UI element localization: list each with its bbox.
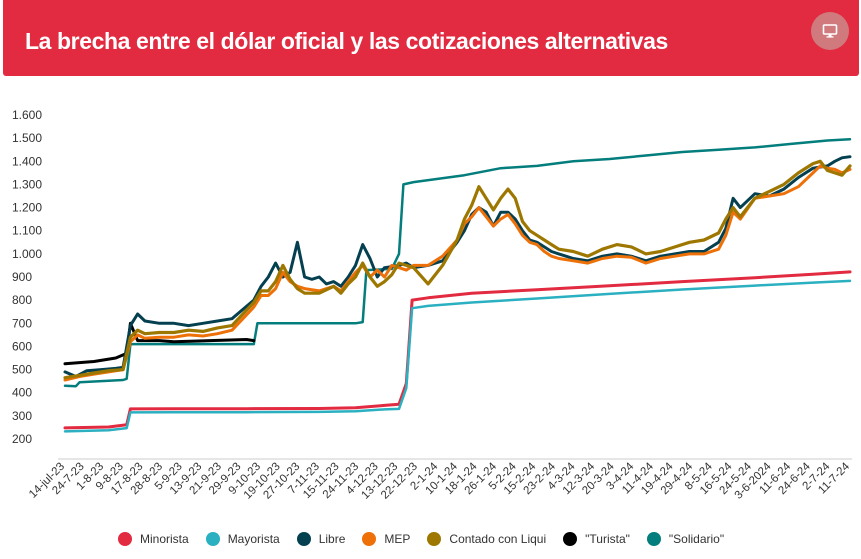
y-tick-label: 1.200 (12, 201, 42, 215)
y-tick-label: 500 (12, 363, 32, 377)
y-tick-label: 1.400 (12, 154, 42, 168)
series-line-contado-con-liqui (63, 159, 852, 380)
legend-item[interactable]: Mayorista (205, 532, 280, 546)
legend-swatch (362, 532, 377, 546)
chart-header: La brecha entre el dólar oficial y las c… (3, 0, 859, 76)
fullscreen-button[interactable] (811, 12, 849, 50)
monitor-icon (822, 24, 838, 38)
y-tick-label: 800 (12, 293, 32, 307)
legend-item[interactable]: "Solidario" (646, 532, 725, 546)
y-tick-label: 1.300 (12, 177, 42, 191)
legend-swatch (296, 532, 311, 546)
legend-label: Mayorista (227, 532, 280, 546)
y-tick-label: 1.000 (12, 247, 42, 261)
legend-label: Minorista (140, 532, 189, 546)
y-tick-label: 700 (12, 316, 32, 330)
legend-item[interactable]: Libre (296, 532, 346, 546)
series-line-turista (63, 321, 256, 366)
y-tick-label: 300 (12, 409, 32, 423)
chart-legend: Minorista Mayorista Libre MEP Contado con Li… (118, 527, 741, 551)
legend-swatch (118, 532, 132, 546)
y-tick-label: 1.500 (12, 131, 42, 145)
legend-item[interactable]: Minorista (118, 532, 189, 546)
legend-item[interactable]: "Turista" (563, 532, 630, 546)
legend-label: Libre (318, 532, 346, 546)
legend-swatch (205, 532, 220, 546)
y-tick-label: 600 (12, 339, 32, 353)
series-line-solidario (63, 138, 852, 388)
series-line-minorista (63, 270, 852, 430)
legend-label: "Solidario" (668, 532, 725, 546)
legend-swatch (427, 532, 442, 546)
legend-item[interactable]: MEP (362, 532, 410, 546)
y-tick-label: 900 (12, 270, 32, 284)
y-tick-label: 1.100 (12, 224, 42, 238)
series-line-mayorista (63, 279, 852, 433)
legend-swatch (563, 532, 578, 546)
legend-swatch (646, 532, 661, 546)
chart-title: La brecha entre el dólar oficial y las c… (25, 28, 668, 54)
legend-label: MEP (384, 532, 411, 546)
line-chart: 200 300 400 500 600 700 800 900 1.000 1.100 1.200 1… (12, 108, 853, 502)
y-tick-label: 400 (12, 386, 32, 400)
legend-label: "Turista" (585, 532, 630, 546)
legend-label: Contado con Liqui (449, 532, 547, 546)
y-tick-label: 1.600 (12, 108, 42, 122)
y-tick-label: 200 (12, 432, 32, 446)
legend-item[interactable]: Contado con Liqui (427, 532, 546, 546)
